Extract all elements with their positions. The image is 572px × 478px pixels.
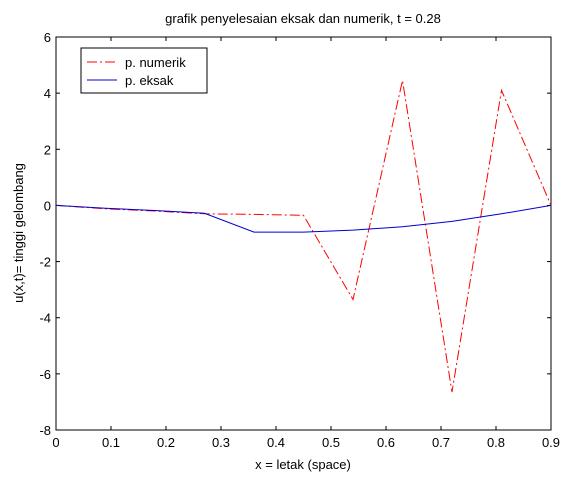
y-tick-label: -2	[39, 255, 51, 270]
y-tick-label: -6	[39, 367, 51, 382]
chart-title: grafik penyelesaian eksak dan numerik, t…	[165, 11, 441, 26]
y-tick-label: 6	[44, 30, 51, 45]
series-line-p-eksak	[55, 204, 552, 233]
legend-box	[80, 47, 208, 94]
legend-label-p-numerik: p. numerik	[125, 55, 186, 70]
series-line-p-numerik	[55, 80, 552, 393]
plot-frame	[55, 36, 552, 431]
x-tick-label: 0.2	[157, 435, 175, 450]
x-tick-label: 0.3	[212, 435, 230, 450]
x-axis-label: x = letak (space)	[255, 457, 351, 472]
y-tick-label: 2	[44, 142, 51, 157]
x-tick-label: 0.7	[432, 435, 450, 450]
x-axis-ticks: 0 0.1 0.2 0.3 0.4 0.5 0.6 0.7 0.8 0.9	[52, 37, 560, 450]
y-axis-label: u(x,t)= tinggi gelombang	[11, 163, 26, 303]
x-tick-label: 0.9	[542, 435, 560, 450]
series-lines	[55, 80, 552, 393]
x-tick-label: 0.1	[102, 435, 120, 450]
x-tick-label: 0	[52, 435, 59, 450]
x-tick-label: 0.4	[267, 435, 285, 450]
y-axis-ticks: -8 -6 -4 -2 0 2 4 6	[39, 30, 551, 438]
legend: p. numerik p. eksak	[80, 47, 208, 94]
x-tick-label: 0.6	[377, 435, 395, 450]
y-tick-label: 4	[44, 86, 51, 101]
x-tick-label: 0.8	[487, 435, 505, 450]
legend-label-p-eksak: p. eksak	[125, 73, 174, 88]
y-tick-label: 0	[44, 198, 51, 213]
y-tick-label: -8	[39, 423, 51, 438]
x-tick-label: 0.5	[322, 435, 340, 450]
y-tick-label: -4	[39, 311, 51, 326]
